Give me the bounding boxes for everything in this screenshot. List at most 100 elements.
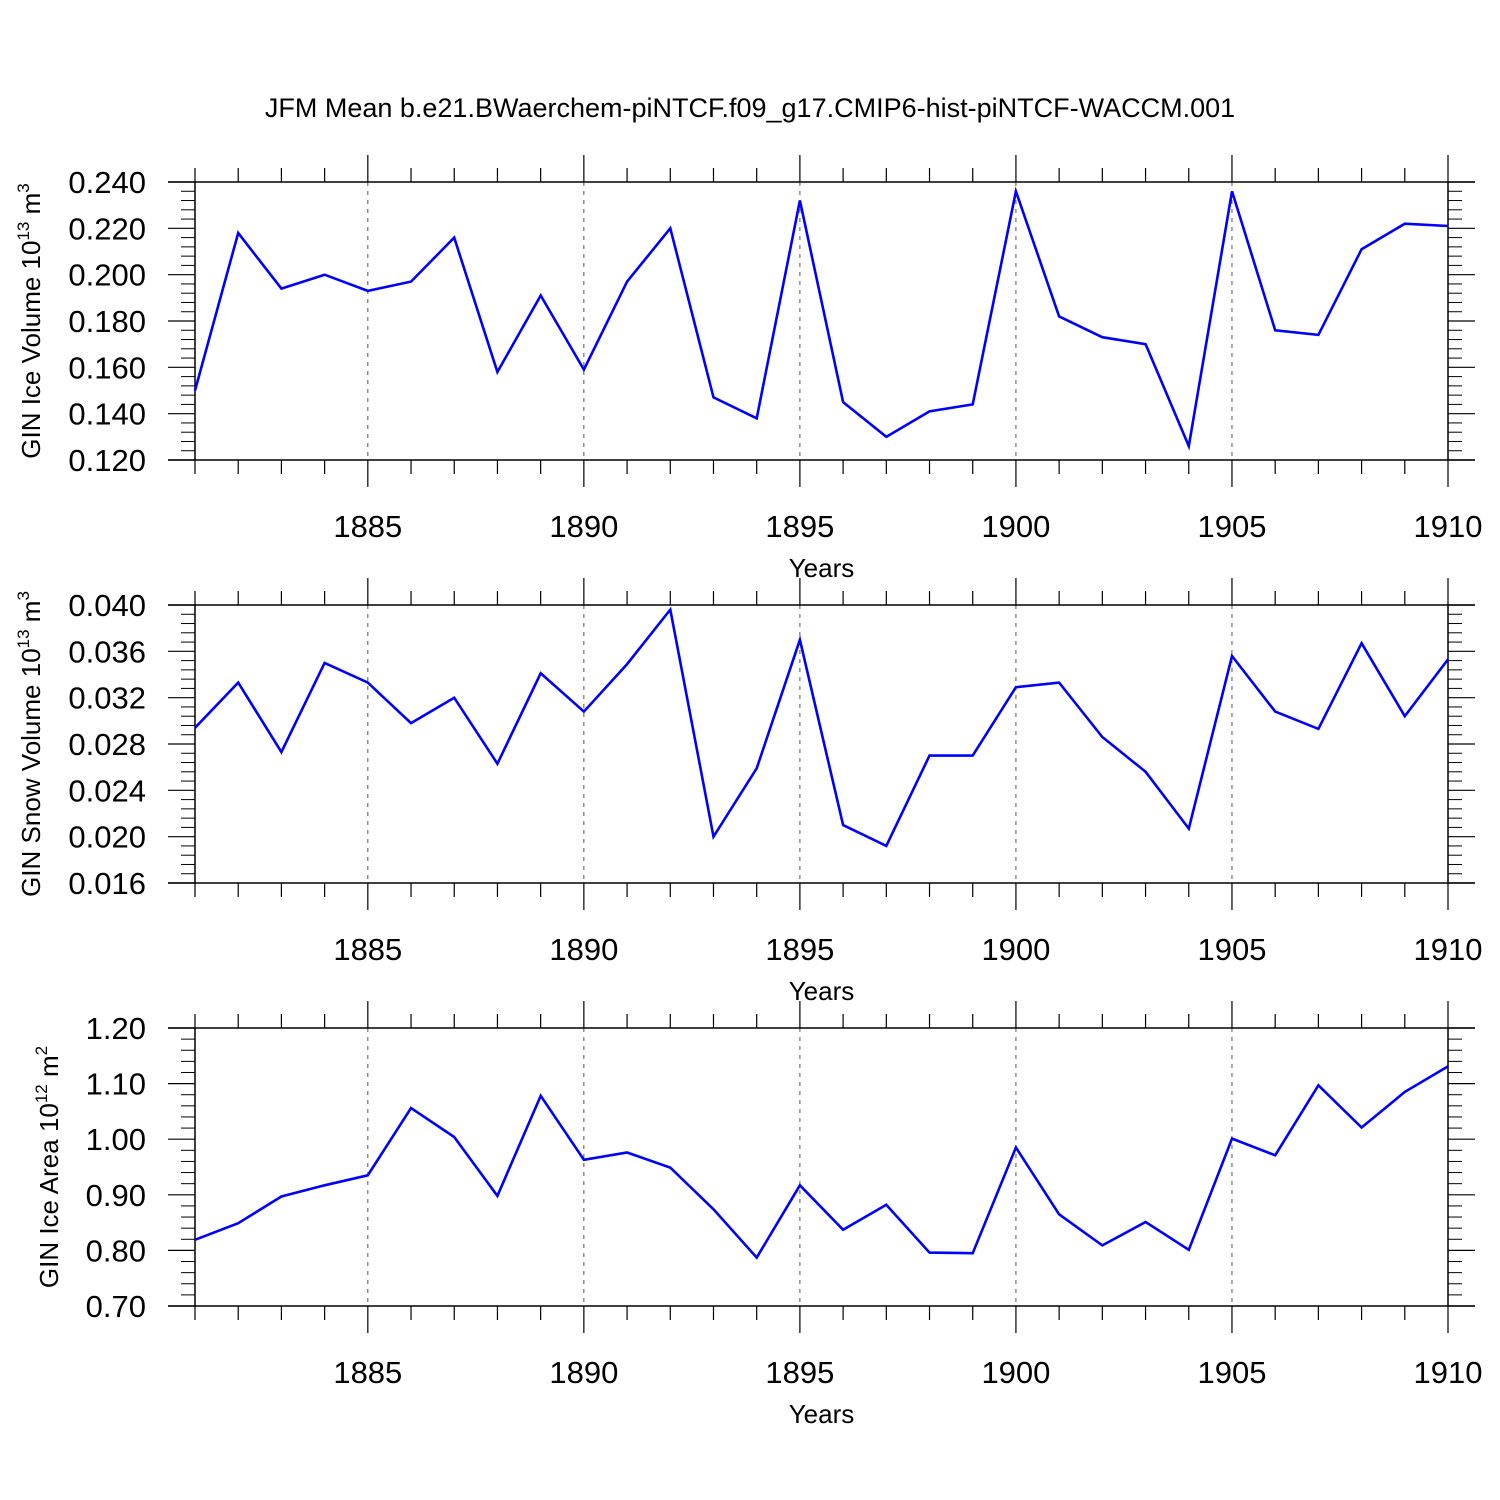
data-point <box>410 1107 412 1109</box>
data-point <box>280 1195 282 1197</box>
data-point <box>1447 225 1449 227</box>
data-point <box>1231 1137 1233 1139</box>
data-point <box>799 199 801 201</box>
data-point <box>1231 655 1233 657</box>
y-tick-label: 0.028 <box>68 727 146 762</box>
data-point <box>712 1208 714 1210</box>
data-point <box>583 710 585 712</box>
x-tick-label: 1910 <box>1414 509 1483 544</box>
x-tick-label: 1890 <box>549 932 618 967</box>
data-point <box>539 294 541 296</box>
data-point <box>237 1222 239 1224</box>
y-axis-title: GIN Snow Volume 1013 m3 <box>14 591 46 897</box>
x-tick-label: 1890 <box>549 509 618 544</box>
x-tick-label: 1895 <box>765 1355 834 1390</box>
x-tick-label: 1910 <box>1414 1355 1483 1390</box>
data-point <box>1144 343 1146 345</box>
y-axis-title-part: GIN Ice Volume 10 <box>16 241 46 459</box>
data-point <box>367 681 369 683</box>
x-tick-label: 1895 <box>765 932 834 967</box>
y-axis-title-superscript: 3 <box>14 591 33 600</box>
data-point <box>928 1251 930 1253</box>
x-tick-label: 1890 <box>549 1355 618 1390</box>
y-axis-title-superscript: 13 <box>14 222 33 241</box>
data-point <box>755 767 757 769</box>
data-point <box>885 845 887 847</box>
data-point <box>1447 658 1449 660</box>
y-tick-label: 0.040 <box>68 588 146 623</box>
data-point <box>972 403 974 405</box>
data-point <box>496 371 498 373</box>
data-point <box>1144 1221 1146 1223</box>
data-point <box>1015 190 1017 192</box>
plot-panel-3: 0.70 0.80 0.90 1.00 1.10 1.20 1885 1890 1895 1900… <box>32 1001 1482 1429</box>
data-point <box>626 1151 628 1153</box>
data-point <box>280 751 282 753</box>
data-point <box>1231 190 1233 192</box>
data-point <box>928 754 930 756</box>
y-axis-title-superscript: 13 <box>14 629 33 648</box>
data-point <box>539 672 541 674</box>
data-point <box>1447 1065 1449 1067</box>
data-point <box>453 236 455 238</box>
data-point <box>1274 710 1276 712</box>
x-axis-title: Years <box>789 553 855 583</box>
x-tick-label: 1910 <box>1414 932 1483 967</box>
y-tick-label: 0.70 <box>86 1289 146 1324</box>
y-tick-label: 0.90 <box>86 1178 146 1213</box>
data-point <box>194 389 196 391</box>
data-point <box>323 662 325 664</box>
y-tick-label: 1.10 <box>86 1067 146 1102</box>
y-tick-label: 1.20 <box>86 1011 146 1046</box>
data-point <box>626 280 628 282</box>
data-point <box>669 227 671 229</box>
y-tick-label: 0.032 <box>68 681 146 716</box>
y-tick-label: 0.200 <box>68 258 146 293</box>
y-tick-label: 1.00 <box>86 1122 146 1157</box>
data-point <box>1101 1244 1103 1246</box>
data-point <box>972 754 974 756</box>
y-axis-title-part: m <box>16 601 46 630</box>
data-point <box>626 663 628 665</box>
data-point <box>1101 336 1103 338</box>
data-point <box>669 608 671 610</box>
y-axis-title-superscript: 3 <box>14 183 33 192</box>
y-tick-label: 0.016 <box>68 866 146 901</box>
data-point <box>280 287 282 289</box>
y-tick-label: 0.160 <box>68 350 146 385</box>
data-point <box>842 401 844 403</box>
data-point <box>885 1204 887 1206</box>
y-tick-label: 0.120 <box>68 443 146 478</box>
y-axis-title-superscript: 2 <box>32 1046 51 1055</box>
y-axis-title: GIN Ice Volume 1013 m3 <box>14 183 46 459</box>
data-point <box>453 1136 455 1138</box>
data-point <box>928 410 930 412</box>
data-point <box>194 1239 196 1241</box>
data-point <box>237 232 239 234</box>
data-point <box>323 1184 325 1186</box>
data-point <box>1360 248 1362 250</box>
data-point <box>799 639 801 641</box>
figure-title: JFM Mean b.e21.BWaerchem-piNTCF.f09_g17.… <box>264 93 1236 123</box>
y-tick-label: 0.220 <box>68 211 146 246</box>
data-point <box>1144 771 1146 773</box>
data-series-line <box>194 1065 1449 1260</box>
y-axis-title-superscript: 12 <box>32 1084 51 1103</box>
x-axis-title: Years <box>789 976 855 1006</box>
data-point <box>1317 334 1319 336</box>
y-tick-label: 0.020 <box>68 820 146 855</box>
data-point <box>323 273 325 275</box>
x-tick-label: 1905 <box>1197 1355 1266 1390</box>
x-tick-label: 1905 <box>1197 932 1266 967</box>
data-point <box>1188 827 1190 829</box>
x-tick-label: 1905 <box>1197 509 1266 544</box>
data-point <box>1015 686 1017 688</box>
y-tick-label: 0.80 <box>86 1233 146 1268</box>
x-tick-label: 1900 <box>981 509 1050 544</box>
data-point <box>367 290 369 292</box>
plot-panel-1: 0.120 0.140 0.160 0.180 0.200 0.220 0.240 1885 1… <box>14 155 1482 583</box>
data-point <box>1404 1091 1406 1093</box>
y-axis-title-part: GIN Ice Area 10 <box>34 1103 64 1288</box>
data-point <box>799 1184 801 1186</box>
data-point <box>1058 681 1060 683</box>
